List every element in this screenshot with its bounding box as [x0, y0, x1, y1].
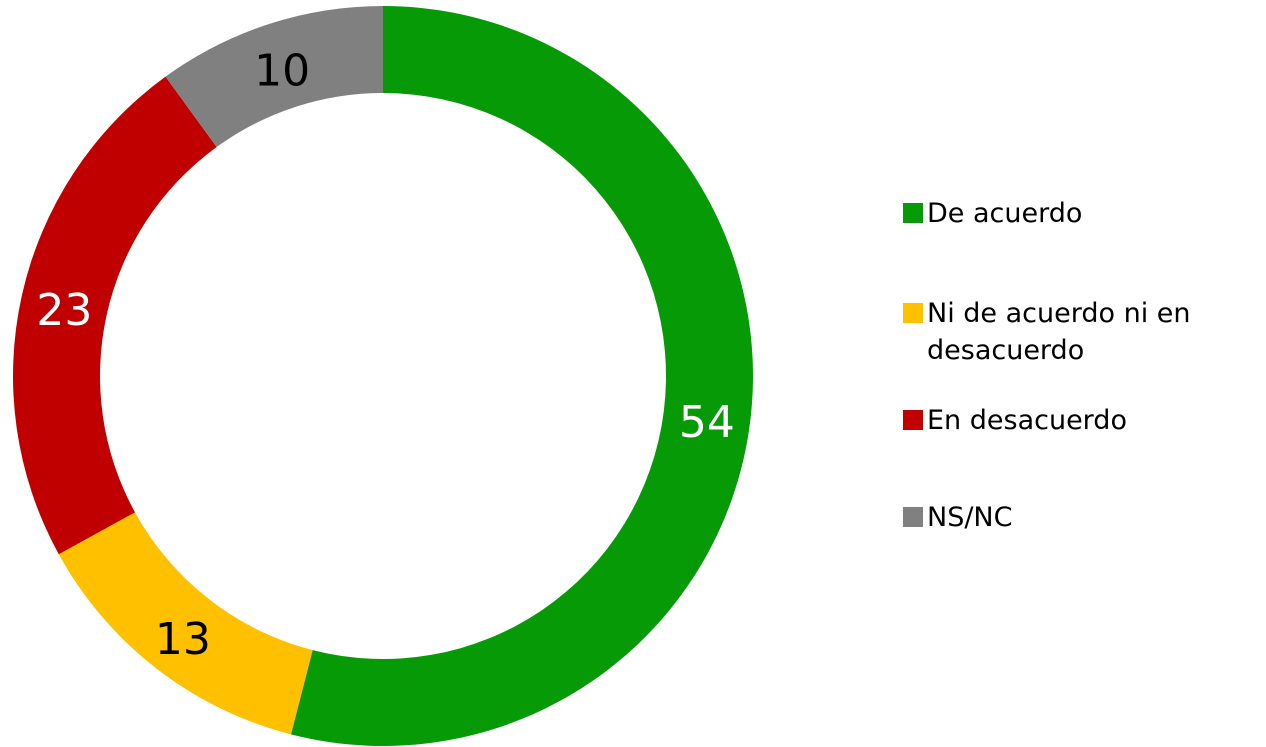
legend-swatch [903, 410, 923, 430]
data-label: 54 [679, 397, 735, 448]
legend-swatch [903, 507, 923, 527]
legend-label: En desacuerdo [927, 405, 1127, 436]
data-label: 23 [36, 285, 92, 336]
legend-label: NS/NC [927, 502, 1013, 533]
donut-slice [13, 76, 217, 555]
data-label: 10 [254, 45, 310, 96]
legend-swatch [903, 303, 923, 323]
donut-slice [290, 6, 753, 746]
donut-slice [165, 6, 383, 148]
chart: 54 13 23 10 [13, 6, 753, 746]
legend-item: De acuerdo [903, 195, 1243, 232]
legend-item: En desacuerdo [903, 402, 1243, 439]
legend-item: Ni de acuerdo ni en desacuerdo [903, 295, 1243, 369]
legend-item: NS/NC [903, 499, 1243, 536]
data-label: 13 [155, 614, 211, 665]
legend-swatch [903, 203, 923, 223]
donut-slice [58, 512, 313, 735]
legend-label: Ni de acuerdo ni en desacuerdo [927, 298, 1191, 366]
legend-label: De acuerdo [927, 198, 1083, 229]
